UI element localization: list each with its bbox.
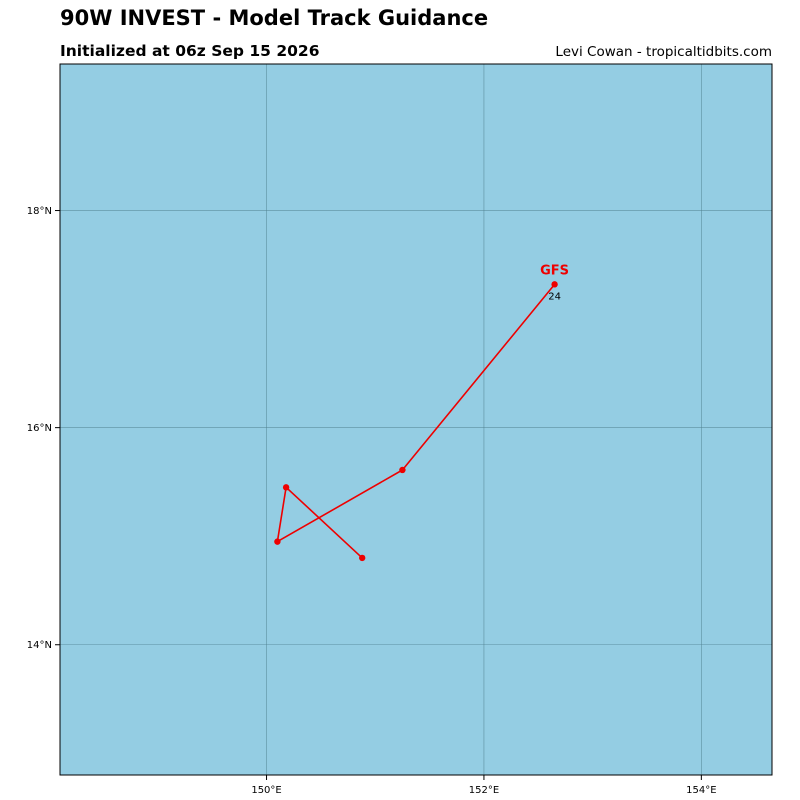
credit-text: Levi Cowan - tropicaltidbits.com xyxy=(555,44,772,60)
gridlines xyxy=(60,64,772,775)
ocean-background xyxy=(60,64,772,775)
lat-tick-label: 18°N xyxy=(27,206,52,217)
lon-tick-label: 152°E xyxy=(469,785,499,796)
page-title: 90W INVEST - Model Track Guidance xyxy=(60,6,489,30)
track-point xyxy=(274,538,281,545)
init-time-subtitle: Initialized at 06z Sep 15 2026 xyxy=(60,42,320,60)
track-point xyxy=(358,554,366,562)
track-point xyxy=(551,281,558,288)
track-point xyxy=(282,484,290,491)
lon-tick-label: 150°E xyxy=(251,785,281,796)
map-frame xyxy=(59,63,773,776)
model-tracks: GFS 24 xyxy=(274,263,569,562)
lat-tick-label: 16°N xyxy=(27,423,52,434)
model-label: GFS xyxy=(540,263,569,278)
forecast-hour-label: 24 xyxy=(548,291,561,302)
axis-ticks: 14°N 16°N 18°N 150°E 152°E 154°E xyxy=(27,206,717,796)
track-point xyxy=(399,466,406,474)
lon-tick-label: 154°E xyxy=(686,785,716,796)
lat-tick-label: 14°N xyxy=(27,640,52,651)
